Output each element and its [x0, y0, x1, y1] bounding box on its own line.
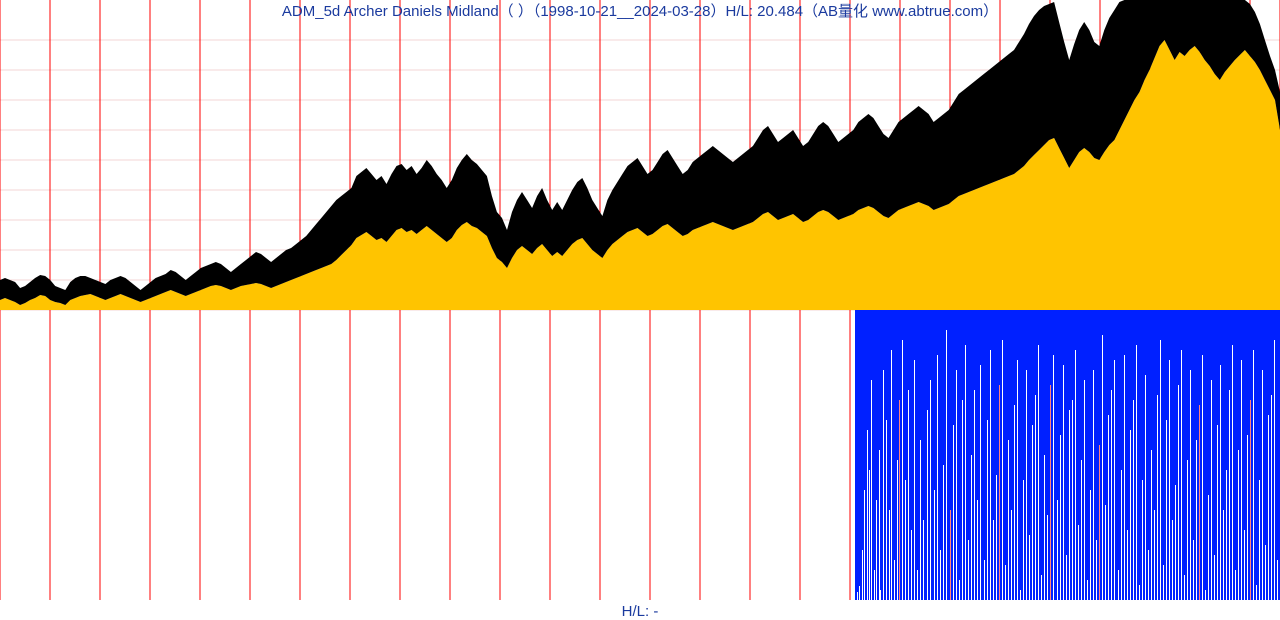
- footer-text: H/L: -: [622, 603, 659, 620]
- stock-chart: [0, 0, 1280, 620]
- chart-title: ADM_5d Archer Daniels Midland（ ）（1998-10…: [0, 0, 1280, 21]
- chart-footer: H/L: -: [0, 603, 1280, 620]
- title-text: ADM_5d Archer Daniels Midland（ ）（1998-10…: [282, 3, 998, 20]
